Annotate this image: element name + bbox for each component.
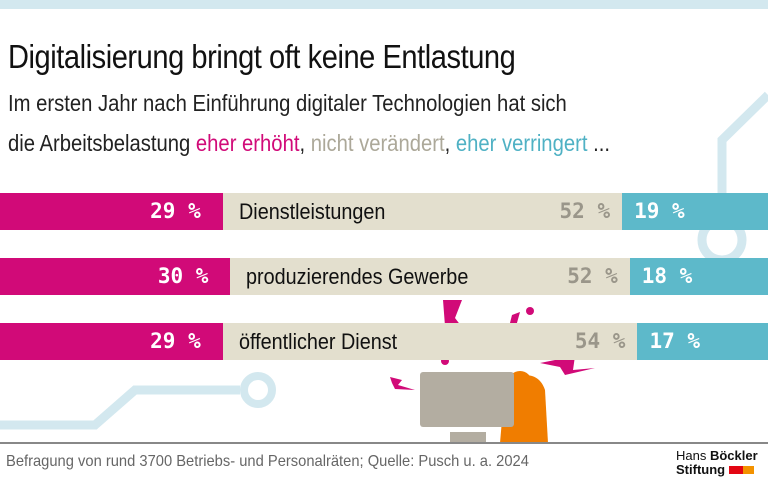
bar-decreased bbox=[622, 193, 768, 230]
logo-text: Stiftung bbox=[676, 462, 726, 477]
bar-increased bbox=[0, 193, 223, 230]
bar-decreased bbox=[629, 258, 768, 295]
right-circuit-line bbox=[717, 91, 768, 218]
chart-title: Digitalisierung bringt oft keine Entlast… bbox=[8, 38, 516, 75]
data-label-decreased: 18 % bbox=[641, 264, 693, 288]
bar-increased bbox=[0, 323, 223, 360]
bar-increased bbox=[0, 258, 231, 295]
data-label-increased: 30 % bbox=[157, 264, 209, 288]
data-label-increased: 29 % bbox=[150, 329, 201, 353]
bar-decreased bbox=[637, 323, 768, 360]
bar-unchanged bbox=[222, 193, 623, 230]
category-label: produzierendes Gewerbe bbox=[246, 264, 469, 289]
logo-text: Böckler bbox=[709, 448, 758, 463]
top-decor-bar bbox=[0, 0, 768, 9]
category-label: Dienstleistungen bbox=[238, 199, 386, 224]
hans-boeckler-logo: Hans Böckler Stiftung bbox=[676, 449, 758, 477]
data-label-increased: 29 % bbox=[150, 199, 201, 223]
left-circuit-line bbox=[0, 385, 240, 430]
left-circuit-node bbox=[240, 372, 276, 408]
footer-divider bbox=[0, 442, 768, 444]
subtitle-ellipsis: ... bbox=[587, 130, 610, 156]
data-label-decreased: 19 % bbox=[634, 199, 685, 223]
data-label-decreased: 17 % bbox=[649, 329, 701, 353]
subtitle-separator: , bbox=[299, 130, 311, 156]
subtitle-text: die Arbeitsbelastung bbox=[8, 130, 196, 156]
legend-increased: eher erhöht bbox=[195, 130, 300, 156]
chart-subtitle-line2: die Arbeitsbelastung eher erhöht, nicht … bbox=[8, 130, 610, 157]
bar-unchanged bbox=[222, 323, 638, 360]
legend-unchanged: nicht verändert bbox=[310, 130, 445, 156]
data-label-unchanged: 54 % bbox=[574, 329, 626, 353]
legend-decreased: eher verringert bbox=[455, 130, 588, 156]
stressed-worker-illustration bbox=[390, 300, 595, 443]
logo-text: Hans bbox=[676, 448, 710, 463]
source-note: Befragung von rund 3700 Betriebs- und Pe… bbox=[6, 453, 529, 470]
subtitle-separator: , bbox=[444, 130, 456, 156]
data-label-unchanged: 52 % bbox=[559, 199, 611, 223]
chart-subtitle-line1: Im ersten Jahr nach Einführung digitaler… bbox=[8, 90, 567, 116]
bar-unchanged bbox=[230, 258, 630, 295]
data-label-unchanged: 52 % bbox=[567, 264, 618, 288]
category-label: öffentlicher Dienst bbox=[238, 329, 397, 354]
